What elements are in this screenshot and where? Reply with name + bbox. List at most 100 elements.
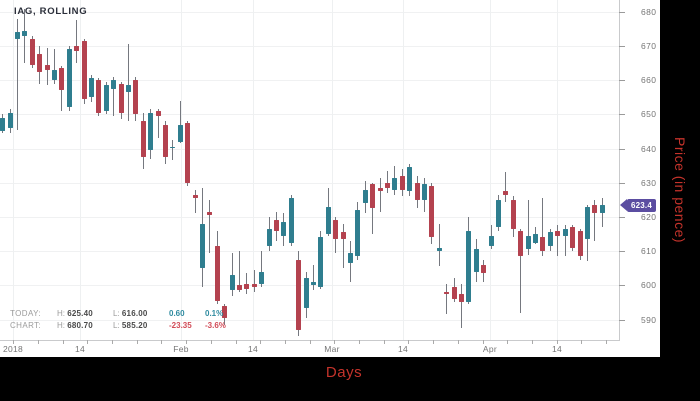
legend-high-key: H: (57, 309, 65, 318)
candle-body (518, 230, 524, 257)
candle-body (547, 232, 553, 246)
legend-row-chart: CHART: H: 680.70 L: 585.20 -23.35 -3.6% (10, 321, 241, 331)
candle-body (148, 112, 154, 151)
candle-body (140, 121, 146, 158)
candle-body (222, 305, 228, 318)
y-gridline (0, 251, 619, 253)
bottom-axis-band (0, 357, 660, 401)
candle-body (251, 283, 257, 287)
candle-body (59, 68, 65, 91)
candle-body (422, 184, 427, 200)
candle-body (274, 220, 279, 231)
candle-body (377, 187, 383, 192)
last-price-value: 623.4 (630, 201, 653, 210)
candle-body (311, 281, 316, 286)
x-minor-tick (161, 340, 163, 344)
candle-body (362, 189, 368, 204)
candle-body (207, 211, 213, 216)
x-minor-tick (531, 340, 533, 344)
candle-body (599, 205, 605, 214)
candle-body (340, 232, 346, 240)
x-tick-label: 14 (247, 344, 259, 354)
y-tick-mark (619, 148, 625, 150)
y-gridline (0, 319, 619, 321)
legend-chart-low: 585.20 (121, 321, 148, 330)
candlestick-plot-pane[interactable] (0, 0, 619, 340)
candle-body (436, 247, 442, 252)
candle-wick (438, 223, 440, 267)
x-minor-tick (359, 340, 360, 344)
right-axis-band (660, 0, 700, 401)
candle-body (96, 80, 102, 113)
x-tick-label: Apr (482, 344, 498, 354)
candle-body (229, 275, 235, 291)
candle-body (192, 194, 198, 199)
x-axis-title: Days (325, 364, 363, 381)
candle-body (7, 112, 13, 128)
candle-wick (209, 199, 211, 253)
candle-wick (261, 251, 263, 287)
legend-today-label: TODAY: (10, 309, 42, 318)
candle-wick (113, 76, 115, 116)
candle-body (111, 80, 117, 89)
candle-body (155, 110, 161, 116)
x-minor-tick (581, 340, 583, 344)
candle-body (103, 85, 109, 111)
candle-body (414, 182, 420, 200)
candle-body (237, 285, 242, 291)
candle-wick (594, 199, 596, 241)
candle-wick (564, 225, 566, 257)
legend-chart-high: 680.70 (67, 321, 93, 330)
x-gridline (490, 0, 491, 340)
y-gridline (0, 11, 619, 13)
y-gridline (0, 216, 619, 218)
candle-body (451, 287, 457, 299)
candle-wick (24, 9, 26, 63)
legend-chart-label: CHART: (10, 321, 42, 330)
candle-body (510, 199, 516, 229)
candle-wick (157, 109, 159, 139)
x-minor-tick (210, 340, 212, 344)
x-minor-tick (309, 340, 311, 344)
y-tick-mark (619, 251, 625, 253)
candle-body (407, 167, 413, 192)
candle-body (81, 40, 87, 99)
x-tick-label: 14 (74, 344, 86, 354)
candle-body (577, 230, 583, 257)
legend-today-high: 625.40 (67, 309, 93, 318)
candle-body (74, 45, 80, 52)
y-gridline (0, 45, 619, 47)
candle-wick (520, 228, 522, 313)
legend-chart-change: -23.35 (169, 321, 192, 330)
candle-body (244, 283, 250, 289)
x-minor-tick (433, 340, 435, 344)
x-gridline (80, 0, 81, 340)
candle-body (473, 249, 479, 272)
candle-body (303, 278, 309, 308)
x-minor-tick (87, 340, 89, 344)
candle-body (126, 85, 131, 93)
candle-wick (379, 177, 381, 212)
y-gridline (0, 148, 619, 150)
x-minor-tick (260, 340, 262, 344)
legend-row-today: TODAY: H: 625.40 L: 616.00 0.60 0.1% (10, 309, 241, 319)
y-tick-mark (619, 114, 625, 116)
x-minor-tick (112, 340, 113, 344)
series-title: IAG, ROLLING (14, 6, 88, 17)
legend-chart-change-pct: -3.6% (205, 321, 226, 330)
candle-body (318, 237, 324, 287)
candle-body (584, 206, 590, 240)
legend-low-key: L: (113, 309, 120, 318)
candle-body (214, 245, 220, 301)
candle-wick (446, 283, 448, 315)
candle-body (333, 220, 339, 240)
y-gridline (0, 80, 619, 82)
candle-body (296, 259, 302, 330)
last-price-badge: 623.4 (627, 199, 656, 212)
x-tick-label: 2018 (2, 344, 24, 354)
legend-today-change: 0.60 (169, 309, 185, 318)
candle-wick (231, 252, 233, 296)
candle-wick (313, 264, 314, 291)
candle-body (525, 235, 531, 250)
x-minor-tick (383, 340, 385, 344)
